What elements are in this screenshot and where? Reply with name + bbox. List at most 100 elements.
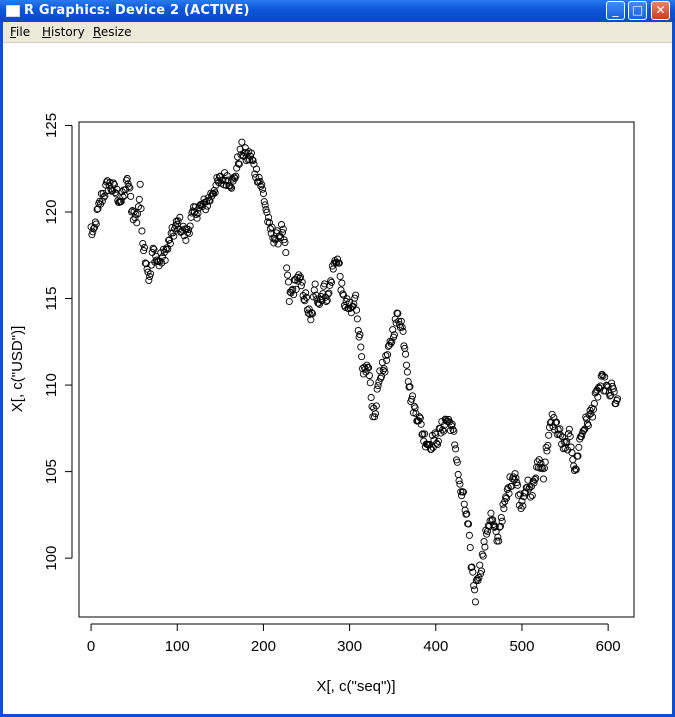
y-axis: 100 105 110 115 120 125 [43,113,73,571]
data-point [352,306,361,314]
data-point [586,406,594,414]
data-point [327,278,336,286]
menu-history[interactable]: History [42,25,85,39]
menu-file[interactable]: File [10,25,31,39]
data-point [468,563,476,571]
data-point [354,326,362,335]
data-point [374,382,382,390]
data-point [117,197,125,206]
data-point [599,372,607,380]
data-point [382,352,390,360]
data-point [383,351,392,359]
minimize-button[interactable]: _ [606,1,625,20]
data-point [390,331,398,339]
data-point [511,470,519,478]
data-point [518,497,526,505]
data-point [281,238,289,246]
data-point [99,189,107,197]
data-point [247,149,255,157]
data-point [150,245,158,253]
data-point [358,353,366,361]
data-point [159,245,168,253]
y-tick-label: 120 [43,199,60,224]
data-point [194,209,202,217]
data-point [163,244,171,252]
data-point [512,474,520,482]
data-point [377,373,386,381]
data-point [216,172,224,180]
data-point [408,395,416,403]
data-point [612,400,620,408]
data-points [87,138,622,606]
data-point [103,178,111,186]
data-point [395,317,403,325]
data-point [495,537,503,545]
data-point [238,138,246,146]
data-point [514,481,522,489]
data-point [146,270,155,278]
data-point [541,458,549,466]
data-point [454,470,462,479]
data-point [266,225,274,233]
data-point [389,326,397,334]
menu-resize[interactable]: Resize [93,25,132,39]
data-point [311,280,319,288]
data-point [396,321,404,329]
data-point [479,552,487,560]
data-point [590,400,598,408]
data-point [409,409,417,417]
x-tick-label: 500 [509,638,534,655]
y-tick-label: 110 [43,373,60,397]
plot-frame [78,121,635,618]
data-point [100,193,108,201]
data-point [453,458,461,466]
data-point [567,443,575,451]
x-axis: 0 100 200 300 400 500 600 [87,623,621,655]
data-point [469,568,477,576]
data-point [404,377,412,386]
data-point [259,185,267,193]
data-point [246,156,254,164]
data-point [308,310,317,318]
data-point [572,466,580,474]
data-point [452,445,460,453]
data-point [327,277,335,285]
title-bar[interactable]: R Graphics: Device 2 (ACTIVE) _ □ ✕ [0,0,675,22]
data-point [463,510,471,518]
x-tick-label: 300 [337,638,362,655]
data-point [279,225,287,233]
close-button[interactable]: ✕ [651,1,670,20]
data-point [471,598,479,606]
data-point [589,413,597,421]
data-point [519,502,527,510]
data-point [514,491,523,499]
data-point [476,561,484,569]
data-point [184,228,192,237]
data-point [232,172,240,180]
data-point [357,343,365,351]
data-point [184,225,192,234]
maximize-button[interactable]: □ [628,1,647,20]
data-point [234,160,242,168]
data-point [579,427,587,435]
data-point [465,531,473,539]
data-point [501,498,509,506]
data-point [402,350,410,358]
data-point [418,430,426,439]
data-point [613,396,621,404]
data-point [278,228,286,237]
data-point [92,220,100,228]
data-point [580,426,588,434]
data-point [417,420,425,428]
data-point [385,341,393,349]
data-point [112,190,120,198]
data-point [297,282,305,290]
y-axis-label: X[, c("USD")] [9,326,26,412]
data-point [365,372,373,380]
data-point [387,339,395,347]
data-point [143,265,151,273]
data-point [145,276,153,284]
data-point [601,373,609,381]
data-point [140,247,148,255]
